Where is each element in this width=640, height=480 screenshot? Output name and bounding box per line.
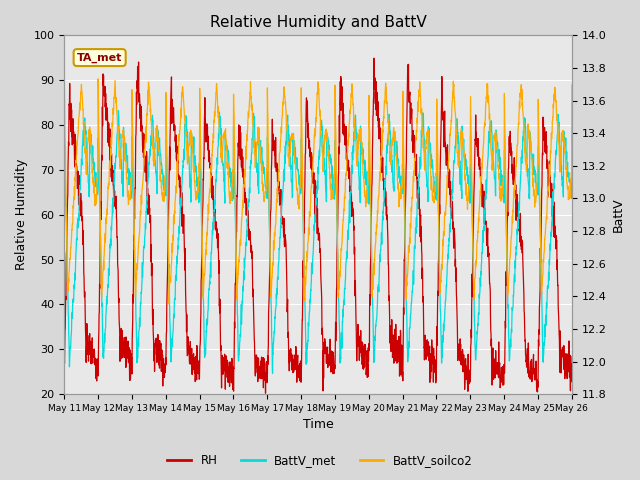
Legend: RH, BattV_met, BattV_soilco2: RH, BattV_met, BattV_soilco2 bbox=[163, 449, 477, 472]
Title: Relative Humidity and BattV: Relative Humidity and BattV bbox=[210, 15, 426, 30]
X-axis label: Time: Time bbox=[303, 419, 333, 432]
Y-axis label: Relative Humidity: Relative Humidity bbox=[15, 159, 28, 270]
Text: TA_met: TA_met bbox=[77, 52, 122, 63]
Y-axis label: BattV: BattV bbox=[612, 197, 625, 232]
